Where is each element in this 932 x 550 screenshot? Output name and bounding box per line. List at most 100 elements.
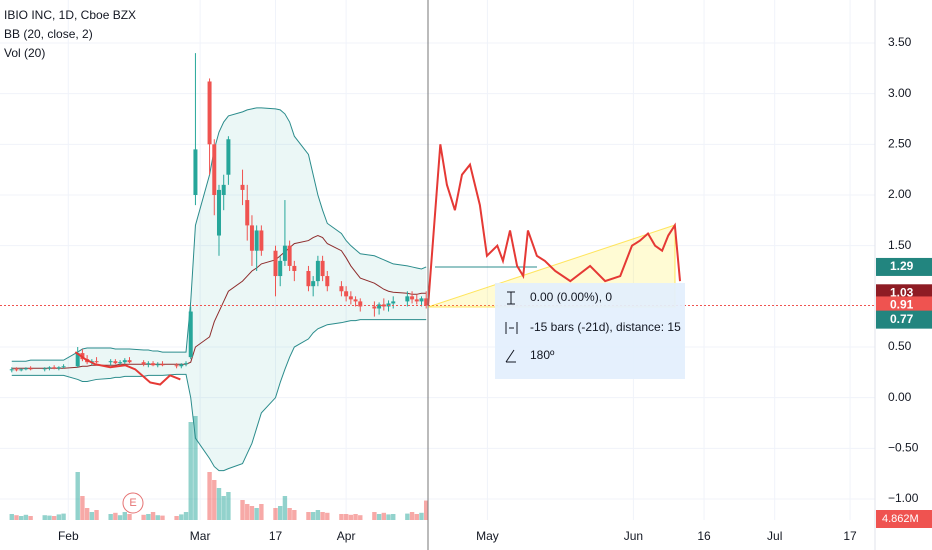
y-tick-label: 3.00 (888, 86, 912, 100)
volume-bar (372, 512, 377, 520)
volume-badge (876, 510, 932, 528)
candle-body (278, 260, 283, 277)
price-badge-label: 0.77 (890, 312, 914, 326)
volume-bar (9, 514, 14, 520)
candle-body (127, 360, 132, 363)
volume-bar (193, 416, 198, 520)
volume-bar (419, 512, 424, 520)
candle-body (193, 149, 198, 195)
candle-body (212, 144, 217, 195)
candle-body (245, 200, 250, 226)
candle-body (184, 363, 189, 365)
candle-body (141, 362, 146, 365)
candle-body (155, 364, 160, 366)
candle-body (381, 304, 386, 307)
candle-body (306, 270, 311, 287)
volume-bar (174, 516, 179, 520)
volume-bar (150, 512, 156, 520)
volume-bar (409, 512, 415, 520)
volume-bar (141, 514, 146, 520)
chart-title: IBIO INC, 1D, Cboe BZX (4, 8, 136, 22)
tooltip-icon (507, 291, 515, 305)
tooltip-text: 180º (530, 348, 555, 362)
candle-body (47, 367, 52, 369)
volume-bar (386, 514, 391, 520)
x-tick-label: Apr (337, 529, 356, 543)
volume-bar (245, 504, 250, 520)
y-tick-label: 3.50 (888, 35, 912, 49)
volume-bar (226, 492, 231, 520)
volume-bar (42, 515, 47, 520)
volume-bar (28, 516, 33, 520)
price-badge-label: 1.29 (890, 259, 914, 273)
price-badge (876, 296, 932, 315)
volume-bar (240, 500, 245, 520)
earnings-label: E (129, 497, 136, 509)
volume-bar (188, 422, 193, 520)
volume-bar (89, 512, 95, 520)
volume-bar (320, 512, 325, 520)
volume-bar (108, 514, 113, 520)
band-fill (11, 107, 427, 471)
band-line (11, 107, 427, 362)
y-tick-label: 2.00 (888, 187, 912, 201)
volume-bar (23, 514, 29, 520)
volume-bar (160, 515, 165, 520)
candle-body (344, 291, 349, 297)
volume-bar (353, 514, 358, 520)
volume-bar (207, 472, 212, 520)
volume-bar (183, 512, 189, 520)
y-tick-label: 0.00 (888, 390, 912, 404)
y-tick-label: 2.50 (888, 136, 912, 150)
candle-body (113, 361, 118, 364)
volume-bar (212, 480, 217, 520)
volume-bar (414, 514, 419, 520)
x-tick-label: Jul (767, 529, 782, 543)
price-badge (876, 310, 932, 329)
candle-body (282, 245, 287, 261)
volume-bar (376, 514, 382, 520)
candle-body (174, 365, 179, 367)
x-tick-label: May (476, 529, 499, 543)
volume-bar (61, 513, 66, 520)
volume-bar (216, 488, 222, 520)
volume-bar (259, 504, 264, 520)
candle-body (52, 367, 57, 369)
volume-bar (254, 508, 259, 520)
candle-body (122, 360, 127, 363)
candle-body (28, 368, 33, 370)
candle-body (405, 296, 410, 302)
tooltip-text: 0.00 (0.00%), 0 (530, 290, 612, 304)
tooltip-box (495, 283, 685, 379)
volume-bar (117, 515, 123, 520)
earnings-marker[interactable] (122, 492, 144, 514)
candle-body (325, 276, 330, 287)
volume-bar (282, 496, 288, 520)
candle-body (61, 366, 66, 368)
x-tick-label: 16 (697, 529, 711, 543)
x-tick-label: Mar (190, 529, 211, 543)
volume-bar (287, 508, 292, 520)
candle-body (188, 311, 193, 358)
candle-body (254, 230, 259, 251)
band-line (11, 234, 427, 369)
volume-bar (358, 515, 363, 520)
candle-body (226, 139, 231, 175)
candle-body (273, 250, 278, 277)
volume-bar (343, 514, 349, 520)
price-badge (876, 257, 932, 276)
volume-bar (51, 516, 57, 520)
candle-body (348, 296, 353, 300)
candle-body (14, 369, 19, 371)
volume-bar (122, 512, 127, 520)
volume-bar (84, 508, 90, 520)
volume-bar (306, 512, 311, 520)
volume-bar (339, 514, 344, 520)
volume-bar (113, 512, 118, 520)
candle-body (56, 367, 61, 369)
candle-body (424, 298, 429, 306)
volume-bar (423, 500, 429, 520)
volume-bar (56, 514, 62, 520)
volume-bar (75, 472, 80, 520)
